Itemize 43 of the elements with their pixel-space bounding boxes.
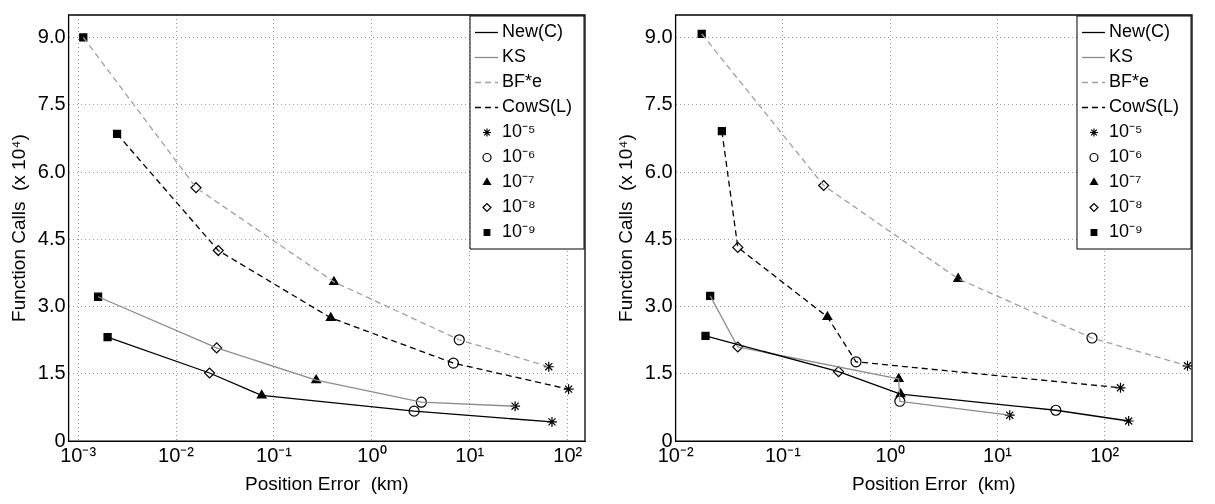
y-tick-label: 3.0 [644, 294, 673, 317]
x-tick-label: 10² [553, 443, 583, 466]
legend-label: 10⁻⁵ [501, 121, 536, 142]
legend-label: 10⁻⁹ [501, 221, 536, 242]
x-tick-label: 10⁰ [875, 443, 905, 466]
legend-label: CowS(L) [1108, 96, 1179, 117]
x-tick-label: 10⁻¹ [256, 443, 293, 466]
y-tick-label: 1.5 [37, 361, 66, 384]
y-tick-label: 6.0 [644, 159, 673, 182]
y-tick-label: 1.5 [644, 361, 673, 384]
legend-label: New(C) [501, 21, 563, 42]
legend-label: 10⁻⁸ [1108, 196, 1143, 217]
y-axis-title: Function Calls (x 10⁴) [7, 134, 29, 322]
x-tick-label: 10⁰ [357, 443, 387, 466]
legend-label: KS [501, 46, 526, 67]
legend-label: KS [1108, 46, 1133, 67]
legend-label: 10⁻⁶ [501, 146, 536, 167]
legend-label: 10⁻⁸ [501, 196, 536, 217]
x-tick-label: 10⁻² [158, 443, 195, 466]
legend-label: 10⁻⁵ [1108, 121, 1143, 142]
legend-label: BF*e [1108, 71, 1150, 92]
y-tick-label: 9.0 [644, 24, 673, 47]
legend-label: New(C) [1108, 21, 1170, 42]
x-tick-label: 10⁻¹ [764, 443, 802, 466]
x-tick-label: 10² [1090, 443, 1120, 466]
y-axis-title: Function Calls (x 10⁴) [614, 134, 636, 322]
x-tick-label: 10¹ [455, 443, 485, 466]
legend-label: CowS(L) [501, 96, 572, 117]
y-tick-label: 3.0 [37, 294, 66, 317]
x-axis-title: Position Error (km) [851, 472, 1016, 494]
y-tick-label: 7.5 [37, 92, 66, 115]
y-tick-label: 4.5 [37, 226, 66, 249]
y-tick-label: 9.0 [37, 24, 66, 47]
y-tick-label: 4.5 [644, 226, 673, 249]
legend-label: 10⁻⁷ [501, 171, 535, 192]
legend-label: 10⁻⁹ [1108, 221, 1143, 242]
y-tick-label: 6.0 [37, 159, 66, 182]
y-tick-label: 7.5 [644, 92, 673, 115]
x-axis-title: Position Error (km) [244, 472, 409, 494]
legend-label: 10⁻⁶ [1108, 146, 1143, 167]
legend-label: 10⁻⁷ [1108, 171, 1142, 192]
legend-label: BF*e [501, 71, 543, 92]
x-tick-label: 10¹ [983, 443, 1013, 466]
